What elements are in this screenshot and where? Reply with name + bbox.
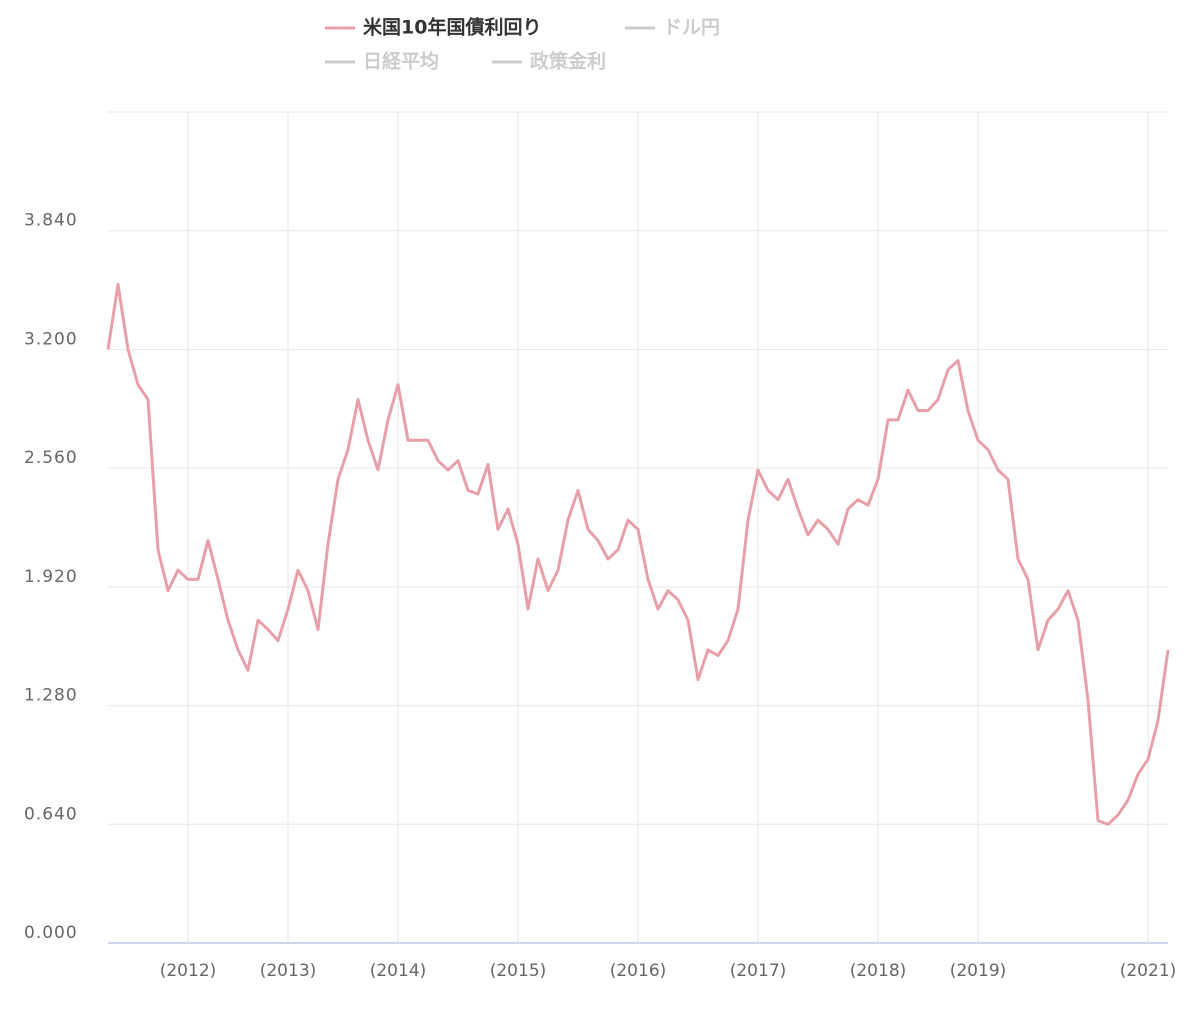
x-tick-label: (2018)	[850, 961, 907, 981]
x-tick-label: (2012)	[160, 961, 217, 981]
x-tick-label: (2014)	[370, 961, 427, 981]
y-tick-label: 3.840	[24, 211, 78, 231]
legend-label[interactable]: 米国10年国債利回り	[363, 16, 541, 39]
y-tick-label: 3.200	[24, 329, 78, 349]
x-tick-label: (2021)	[1120, 961, 1177, 981]
y-tick-label: 1.280	[24, 686, 78, 706]
legend-label[interactable]: 政策金利	[530, 50, 606, 73]
y-tick-label: 1.920	[24, 567, 78, 587]
y-tick-label: 0.000	[24, 923, 78, 943]
legend-label[interactable]: ドル円	[663, 17, 720, 39]
x-tick-label: (2015)	[490, 961, 547, 981]
legend-label[interactable]: 日経平均	[363, 50, 439, 73]
x-tick-label: (2019)	[950, 961, 1007, 981]
series-line	[106, 283, 1170, 826]
x-tick-label: (2016)	[610, 961, 667, 981]
y-tick-label: 2.560	[24, 448, 78, 468]
x-tick-label: (2017)	[730, 961, 787, 981]
y-tick-label: 0.640	[24, 804, 78, 824]
x-tick-label: (2013)	[260, 961, 317, 981]
